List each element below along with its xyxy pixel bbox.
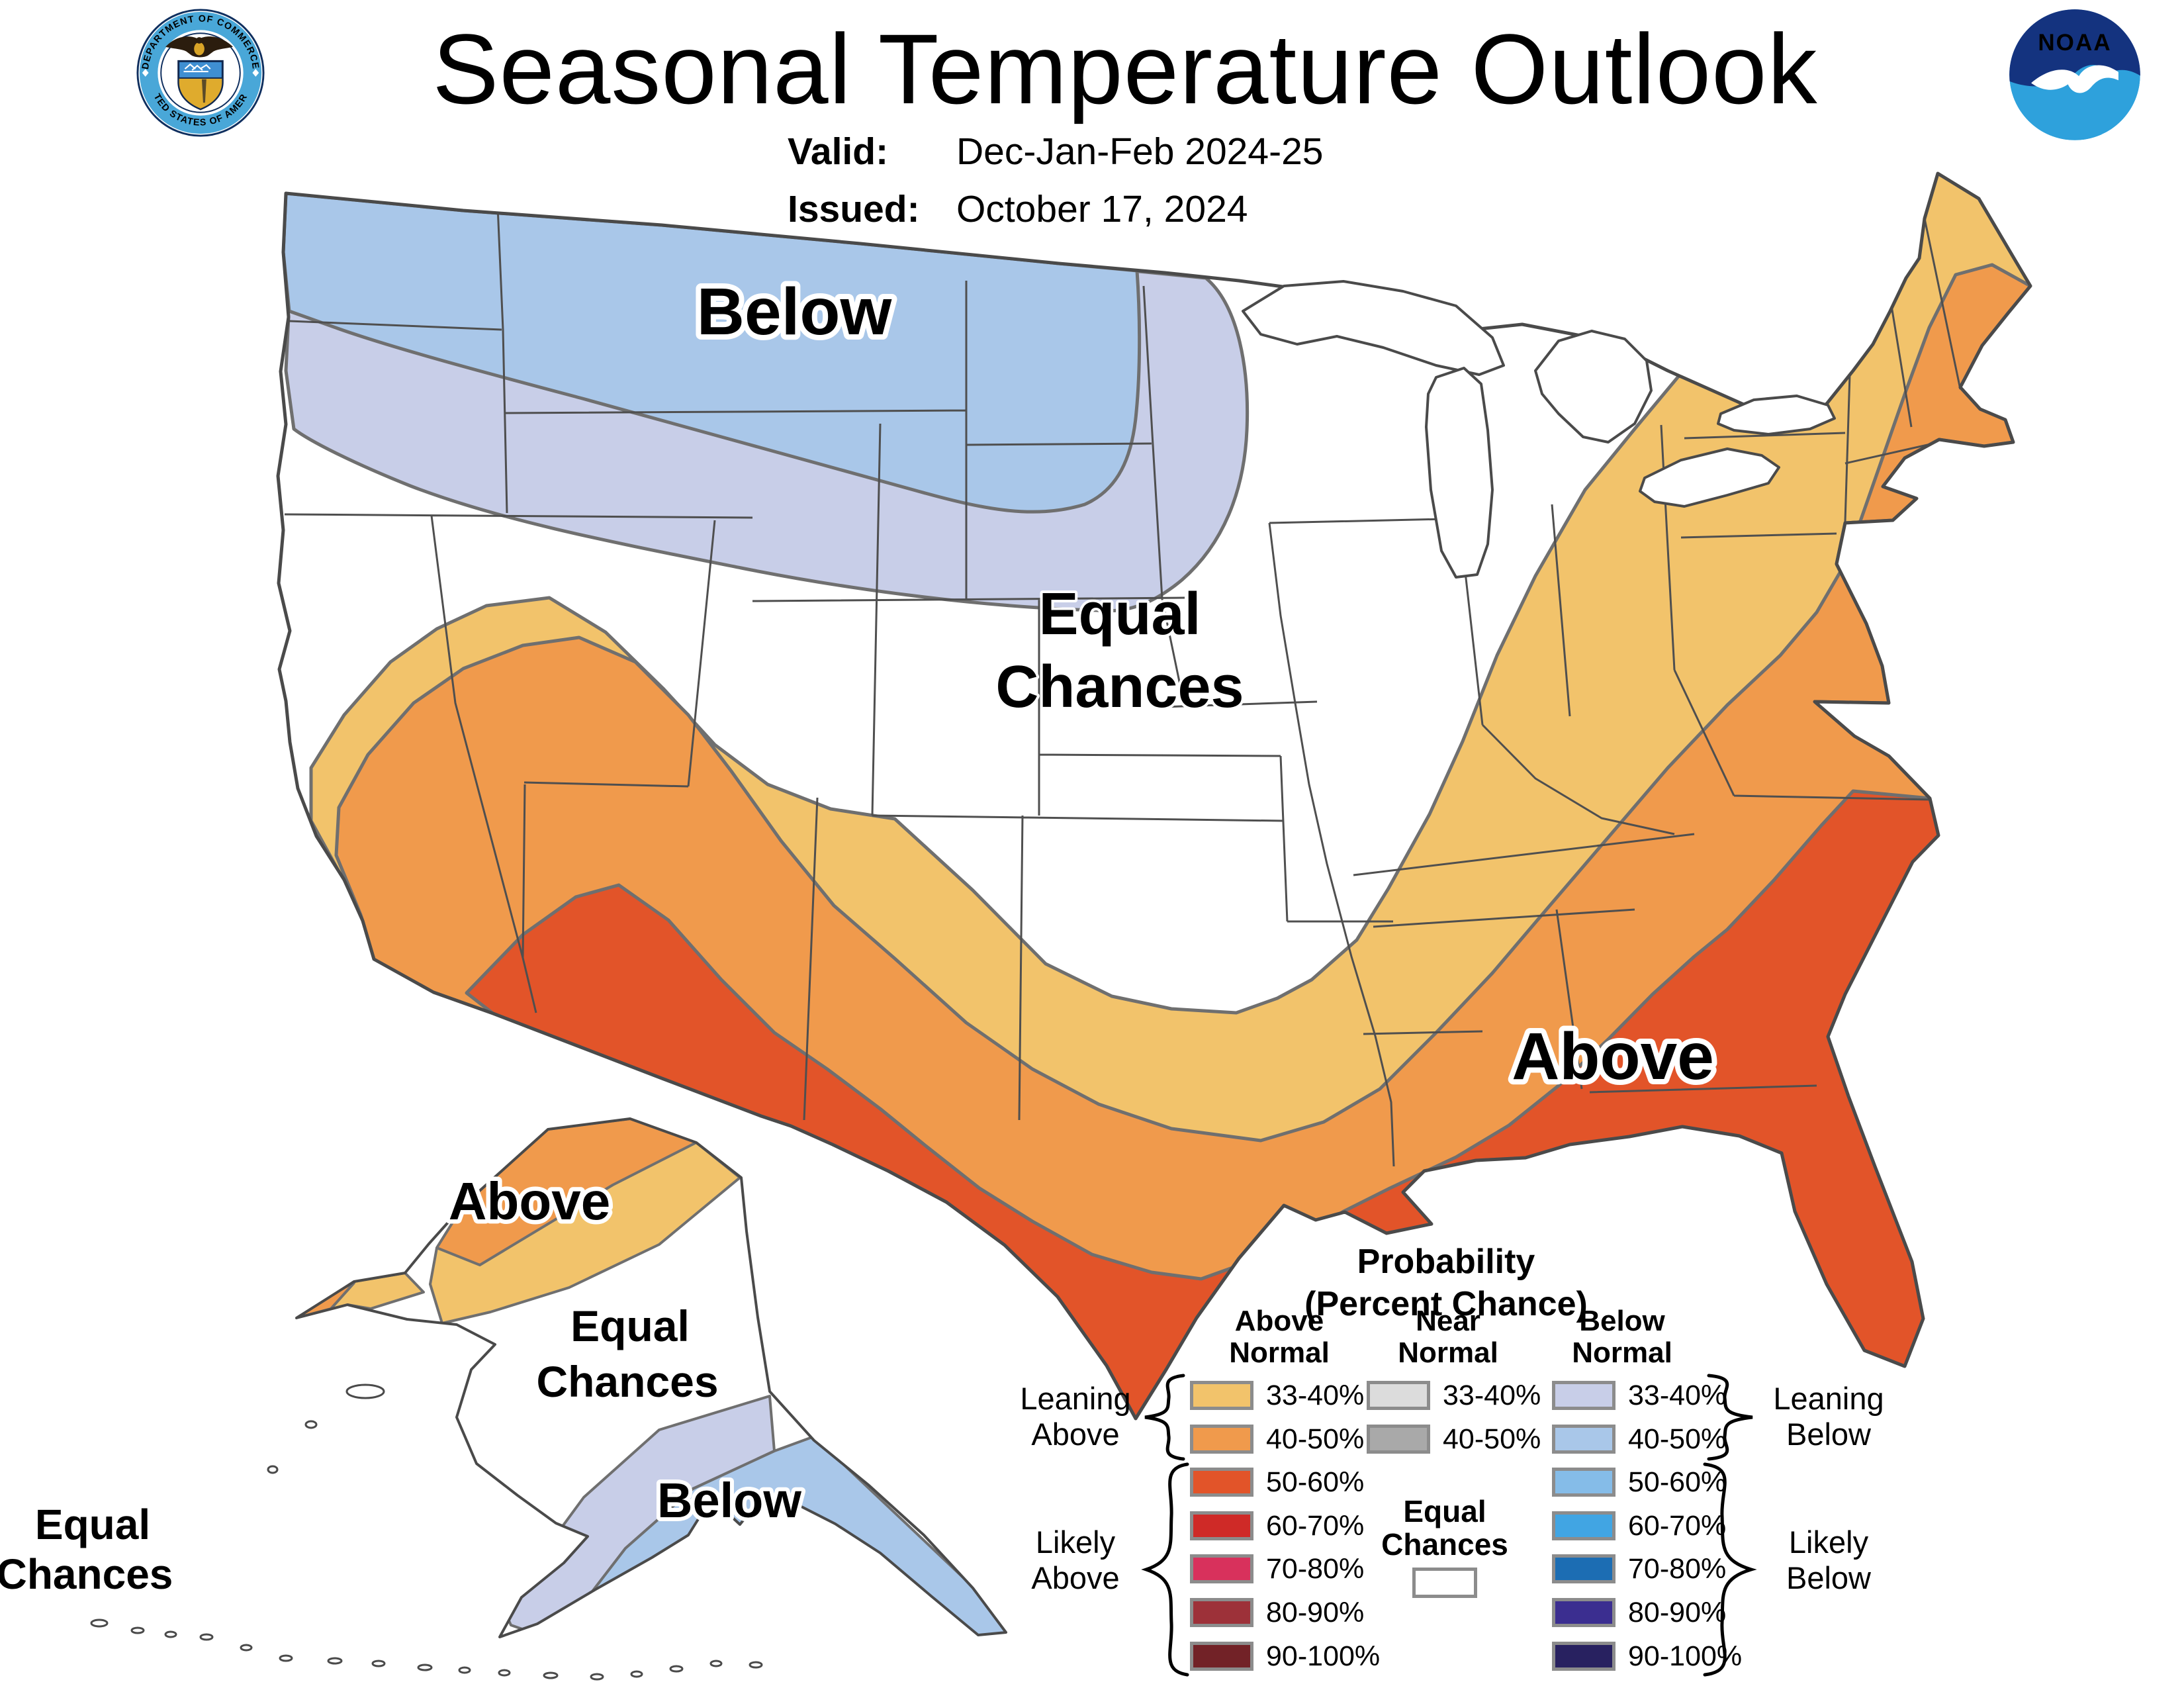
range-above-40-50: 40-50% <box>1266 1423 1365 1455</box>
noaa-logo-icon: NOAA <box>2009 9 2140 140</box>
label-alaska-equal-1: Equal <box>570 1301 690 1350</box>
range-below-33-40: 33-40% <box>1628 1379 1727 1411</box>
lake-michigan <box>1425 367 1494 579</box>
label-conus-below: Below <box>697 275 892 349</box>
legend-leaning-above: Leaning Above <box>1020 1381 1131 1452</box>
legend-row-above-40-50: 40-50% <box>1190 1423 1365 1455</box>
swatch-above-70-80 <box>1190 1554 1253 1583</box>
range-above-60-70: 60-70% <box>1266 1509 1365 1542</box>
legend-leaning-below: Leaning Below <box>1773 1381 1884 1452</box>
range-below-60-70: 60-70% <box>1628 1509 1727 1542</box>
issued-row: Issued: October 17, 2024 <box>788 187 1714 231</box>
conus-outline <box>276 171 2032 1421</box>
legend-row-below-33-40: 33-40% <box>1552 1380 1726 1411</box>
range-above-33-40: 33-40% <box>1266 1379 1365 1411</box>
brace-leaning-above <box>1144 1374 1185 1461</box>
brace-likely-below <box>1703 1462 1757 1677</box>
range-below-70-80: 70-80% <box>1628 1552 1727 1585</box>
range-above-70-80: 70-80% <box>1266 1552 1365 1585</box>
swatch-above-80-90 <box>1190 1598 1253 1627</box>
swatch-below-50-60 <box>1552 1468 1615 1497</box>
legend-likely-below: Likely Below <box>1786 1524 1871 1595</box>
range-near-40-50: 40-50% <box>1443 1423 1541 1455</box>
legend-row-above-33-40: 33-40% <box>1190 1380 1364 1411</box>
label-alaska-above: Above <box>449 1172 611 1231</box>
legend-header-above: Above Normal <box>1229 1305 1330 1369</box>
swatch-above-90-100 <box>1190 1642 1253 1671</box>
legend-row-below-70-80: 70-80% <box>1552 1552 1727 1585</box>
range-below-80-90: 80-90% <box>1628 1596 1727 1628</box>
legend-header-below: Below Normal <box>1572 1305 1672 1369</box>
range-above-90-100: 90-100% <box>1266 1640 1381 1672</box>
brace-leaning-below <box>1707 1374 1753 1461</box>
range-below-40-50: 40-50% <box>1628 1423 1727 1455</box>
swatch-above-50-60 <box>1190 1468 1253 1497</box>
label-alaska-below: Below <box>657 1473 801 1528</box>
legend-row-below-40-50: 40-50% <box>1552 1423 1727 1455</box>
page-title: Seasonal Temperature Outlook <box>432 13 1818 124</box>
legend-title: Probability <box>1357 1243 1535 1281</box>
issued-value: October 17, 2024 <box>956 188 1248 230</box>
swatch-near-33-40 <box>1367 1381 1430 1410</box>
legend-header-near: Near Normal <box>1398 1305 1498 1369</box>
lake-erie <box>1639 447 1780 508</box>
state-borders <box>284 206 1962 1167</box>
great-lakes <box>1242 280 1836 579</box>
valid-row: Valid: Dec-Jan-Feb 2024-25 <box>788 130 1714 173</box>
legend-row-near-33-40: 33-40% <box>1367 1380 1541 1411</box>
swatch-above-40-50 <box>1190 1425 1253 1454</box>
commerce-seal-icon: DEPARTMENT OF COMMERCE UNITED STATES OF … <box>136 9 265 137</box>
legend-braces <box>1141 1374 1757 1677</box>
legend-row-above-60-70: 60-70% <box>1190 1509 1365 1542</box>
range-below-50-60: 50-60% <box>1628 1466 1727 1498</box>
label-conus-above: Above <box>1512 1019 1714 1094</box>
legend-row-below-50-60: 50-60% <box>1552 1466 1727 1498</box>
label-conus-equal-2: Chances <box>995 654 1244 720</box>
aleutian-islands <box>90 1383 763 1681</box>
label-aleutians-equal-2: Chances <box>0 1550 173 1598</box>
swatch-below-60-70 <box>1552 1511 1615 1540</box>
swatch-below-33-40 <box>1552 1381 1615 1410</box>
valid-label: Valid: <box>788 130 889 173</box>
legend-likely-above: Likely Above <box>1031 1524 1120 1595</box>
legend-subtitle: (Percent Chance) <box>1304 1285 1588 1323</box>
label-conus-equal-1: Equal <box>1038 581 1201 647</box>
label-aleutians-equal-1: Equal <box>35 1501 150 1548</box>
lake-superior <box>1242 280 1505 376</box>
legend-row-below-80-90: 80-90% <box>1552 1597 1726 1628</box>
legend-row-near-40-50: 40-50% <box>1367 1423 1541 1455</box>
alaska-outline <box>295 1117 1007 1638</box>
issued-label: Issued: <box>788 188 920 230</box>
legend-row-below-90-100: 90-100% <box>1552 1640 1743 1672</box>
legend-row-above-50-60: 50-60% <box>1190 1466 1365 1498</box>
label-alaska-equal-2: Chances <box>536 1357 718 1406</box>
legend-row-above-80-90: 80-90% <box>1190 1597 1364 1628</box>
legend-equal-chances-label: Equal Chances <box>1381 1494 1508 1562</box>
legend-row-below-60-70: 60-70% <box>1552 1509 1727 1542</box>
legend-row-above-70-80: 70-80% <box>1190 1552 1365 1585</box>
range-above-50-60: 50-60% <box>1266 1466 1365 1498</box>
swatch-below-40-50 <box>1552 1425 1615 1454</box>
swatch-above-60-70 <box>1190 1511 1253 1540</box>
range-below-90-100: 90-100% <box>1628 1640 1743 1672</box>
brace-likely-above <box>1141 1462 1189 1677</box>
legend-equal-chances-swatch <box>1412 1568 1477 1598</box>
range-near-33-40: 33-40% <box>1443 1379 1541 1411</box>
swatch-below-90-100 <box>1552 1642 1615 1671</box>
valid-value: Dec-Jan-Feb 2024-25 <box>956 130 1324 173</box>
swatch-above-33-40 <box>1190 1381 1253 1410</box>
lake-ontario <box>1717 395 1836 436</box>
lake-huron <box>1534 330 1653 444</box>
swatch-below-80-90 <box>1552 1598 1615 1627</box>
noaa-logo-text: NOAA <box>2038 30 2111 56</box>
swatch-near-40-50 <box>1367 1425 1430 1454</box>
swatch-below-70-80 <box>1552 1554 1615 1583</box>
range-above-80-90: 80-90% <box>1266 1596 1365 1628</box>
legend-row-above-90-100: 90-100% <box>1190 1640 1381 1672</box>
